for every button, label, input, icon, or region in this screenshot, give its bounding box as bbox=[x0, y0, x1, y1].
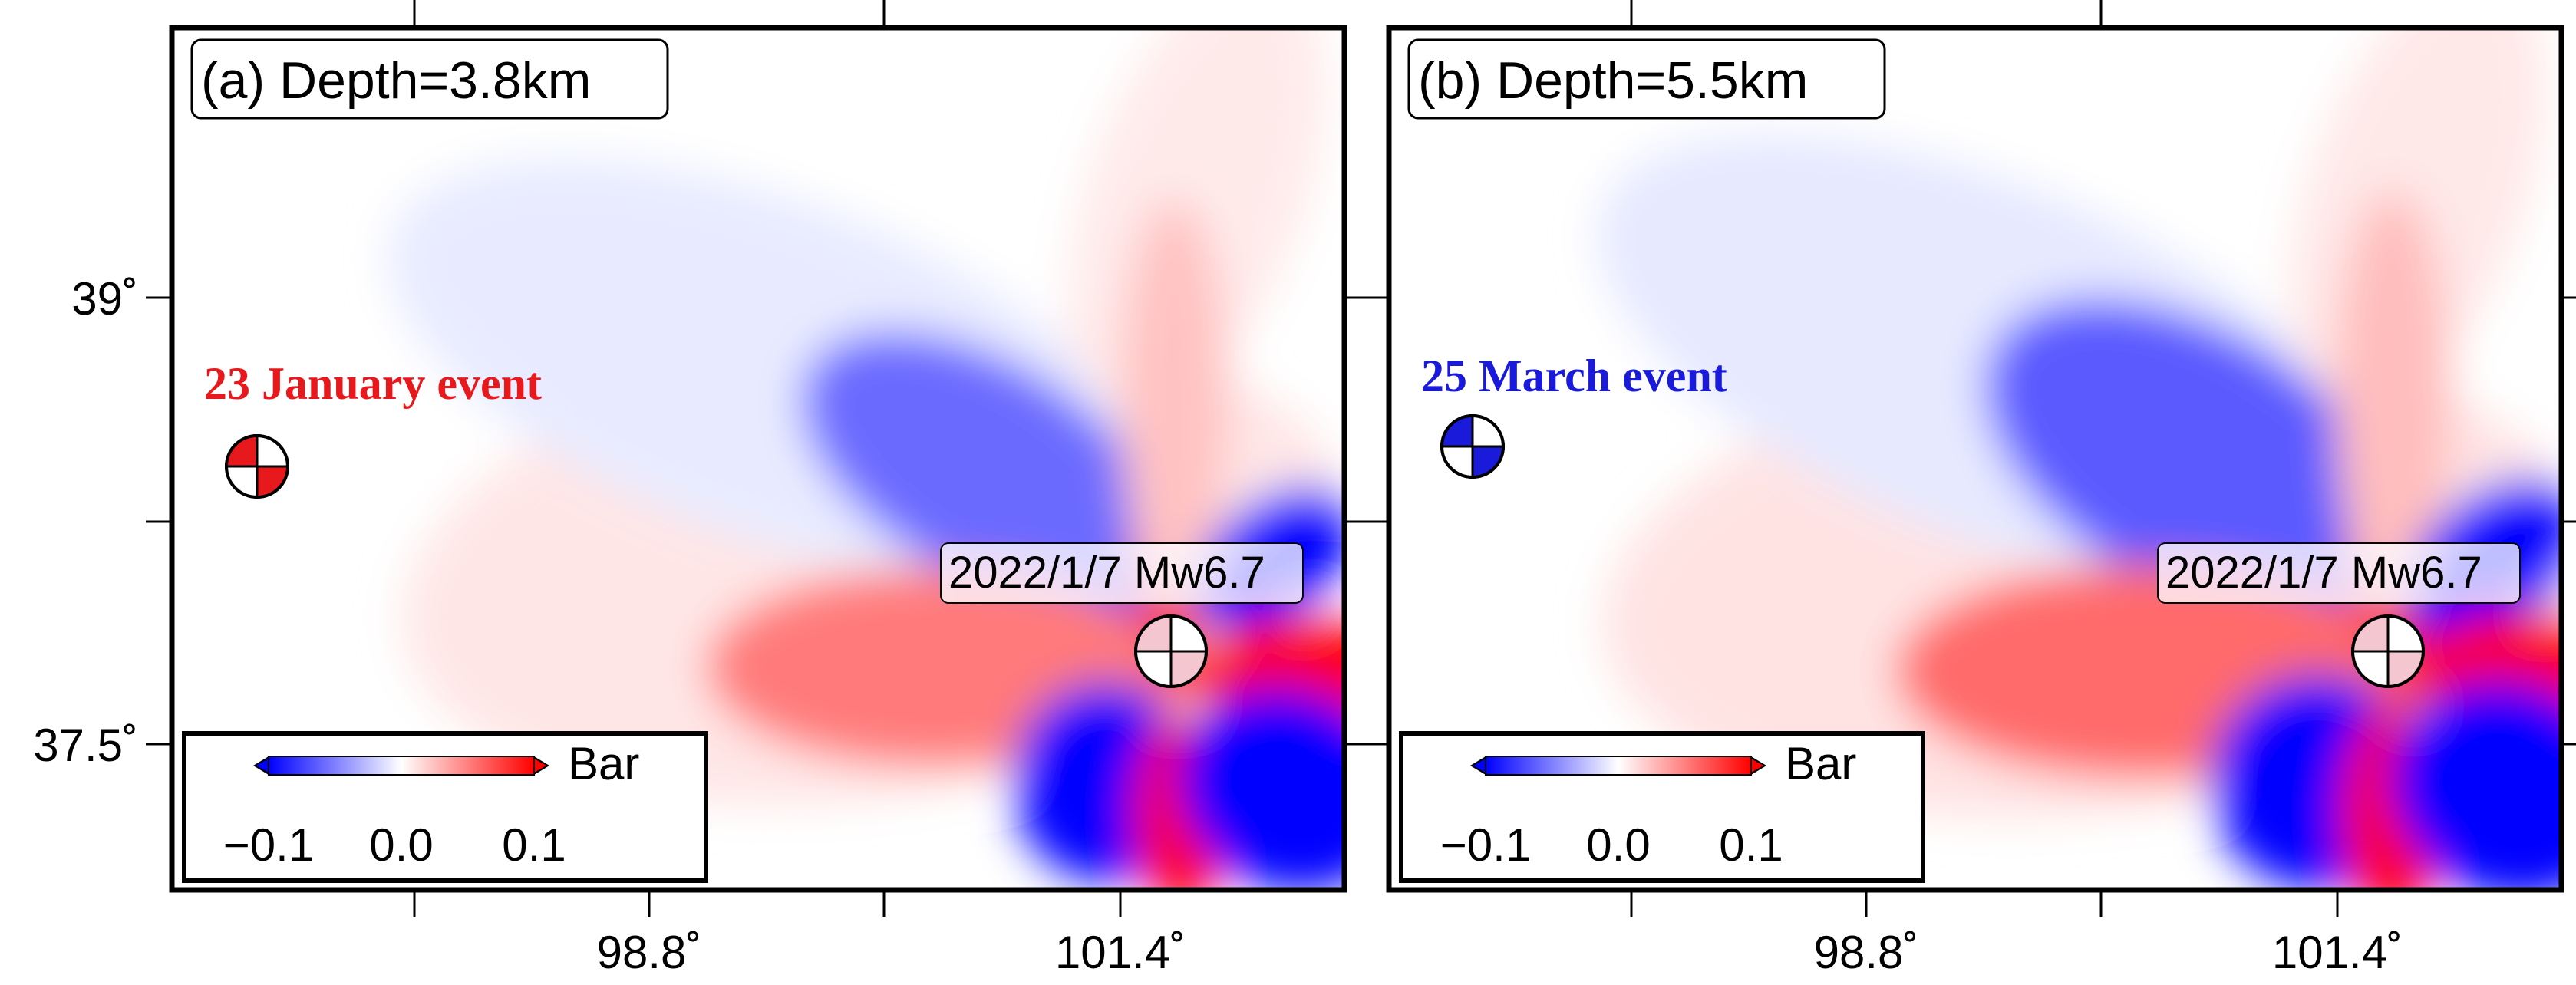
x-tick-label: 98.8˚ bbox=[1814, 927, 1919, 978]
panel-label: (a) Depth=3.8km bbox=[201, 51, 591, 110]
event-beachball-icon bbox=[1440, 414, 1505, 479]
colorbar: Bar −0.1 0.0 0.1 bbox=[1399, 731, 1925, 883]
event-beachball-icon bbox=[225, 434, 289, 499]
y-tick-label: 39˚ bbox=[71, 273, 138, 324]
panel-b: (b) Depth=5.5km 25 March event 2022/1/7 … bbox=[1363, 0, 2576, 978]
mainshock-beachball-icon bbox=[2351, 614, 2425, 688]
colorbar-gradient bbox=[268, 756, 535, 776]
mainshock-label-box: 2022/1/7 Mw6.7 bbox=[940, 542, 1304, 604]
panel-label: (b) Depth=5.5km bbox=[1418, 51, 1808, 110]
panel-label-box: (b) Depth=5.5km bbox=[1407, 38, 1886, 120]
frame-ticks bbox=[1363, 0, 2576, 917]
colorbar-gradient bbox=[1485, 756, 1752, 776]
panel-label-box: (a) Depth=3.8km bbox=[190, 38, 669, 120]
x-tick-label: 98.8˚ bbox=[597, 927, 702, 978]
colorbar-tick-mid: 0.0 bbox=[369, 819, 433, 871]
event-label: 25 March event bbox=[1421, 351, 1727, 401]
colorbar-tick-mid: 0.0 bbox=[1586, 819, 1650, 871]
colorbar-tick-max: 0.1 bbox=[502, 819, 566, 871]
map-frame bbox=[169, 25, 1347, 893]
stress-field bbox=[1597, 28, 2561, 890]
mainshock-label: 2022/1/7 Mw6.7 bbox=[948, 548, 1265, 598]
mainshock-label-box: 2022/1/7 Mw6.7 bbox=[2157, 542, 2521, 604]
colorbar: Bar −0.1 0.0 0.1 bbox=[182, 731, 708, 883]
x-tick-label: 101.4˚ bbox=[2272, 927, 2403, 978]
colorbar-tick-min: −0.1 bbox=[1440, 819, 1531, 871]
colorbar-tick-max: 0.1 bbox=[1719, 819, 1783, 871]
event-label: 23 January event bbox=[204, 358, 542, 409]
map-frame bbox=[1386, 25, 2564, 893]
colorbar-unit: Bar bbox=[1785, 738, 1856, 789]
mainshock-beachball-icon bbox=[1134, 614, 1208, 688]
y-tick-label: 37.5˚ bbox=[33, 720, 138, 771]
colorbar-tick-min: −0.1 bbox=[223, 819, 314, 871]
panel-a: (a) Depth=3.8km 23 January event 2022/1/… bbox=[33, 0, 1372, 978]
mainshock-label: 2022/1/7 Mw6.7 bbox=[2165, 548, 2482, 598]
colorbar-unit: Bar bbox=[568, 738, 639, 789]
x-tick-label: 101.4˚ bbox=[1055, 927, 1186, 978]
stress-field bbox=[388, 28, 1344, 890]
